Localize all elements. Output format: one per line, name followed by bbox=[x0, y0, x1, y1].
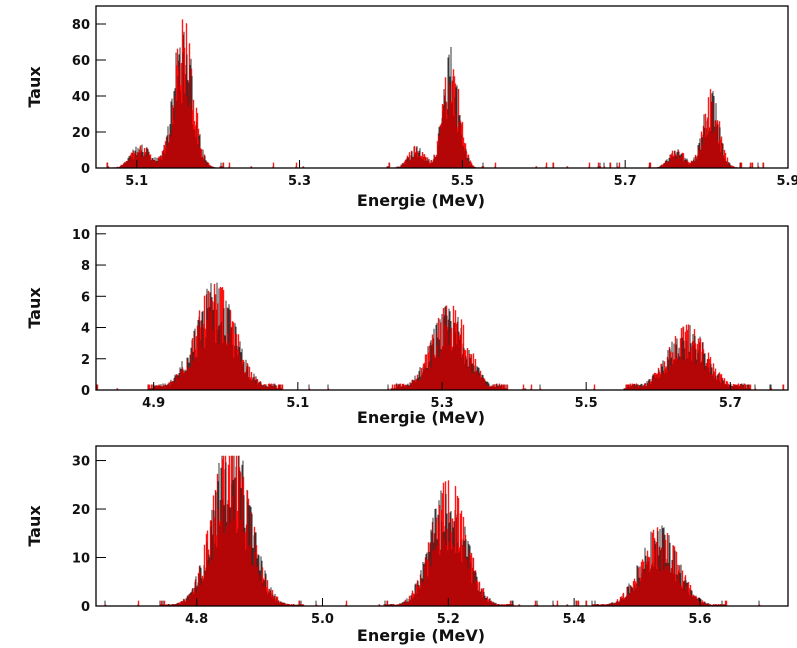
panel-3-y-ticks: 0 10 20 30 bbox=[72, 455, 106, 615]
x-tick-label: 5.3 bbox=[288, 174, 311, 189]
panel-1-y-axis-title: Taux bbox=[25, 66, 44, 108]
panel-2-histogram bbox=[96, 282, 785, 390]
x-tick-label: 5.1 bbox=[125, 174, 148, 189]
y-tick-label: 30 bbox=[72, 455, 90, 470]
x-tick-label: 5.4 bbox=[563, 612, 586, 627]
x-tick-label: 5.2 bbox=[437, 612, 460, 627]
y-tick-label: 6 bbox=[81, 290, 90, 305]
y-tick-label: 2 bbox=[81, 353, 90, 368]
panel-1-histogram bbox=[106, 19, 765, 168]
x-tick-label: 4.8 bbox=[185, 612, 208, 627]
x-tick-label: 5.9 bbox=[776, 174, 797, 189]
panel-1-x-ticks: 5.1 5.3 5.5 5.7 5.9 bbox=[125, 160, 797, 189]
y-tick-label: 4 bbox=[81, 322, 90, 337]
y-tick-label: 80 bbox=[72, 18, 90, 33]
panel-3-histogram bbox=[104, 455, 761, 606]
panel-2-y-ticks: 0 2 4 6 8 10 bbox=[72, 228, 106, 399]
panel-1-y-ticks: 0 20 40 60 80 bbox=[72, 18, 106, 177]
panel-2-x-ticks: 4.9 5.1 5.3 5.5 5.7 bbox=[142, 382, 742, 411]
y-tick-label: 0 bbox=[81, 162, 90, 177]
y-tick-label: 0 bbox=[81, 384, 90, 399]
y-tick-label: 60 bbox=[72, 54, 90, 69]
x-tick-label: 5.6 bbox=[688, 612, 711, 627]
y-tick-label: 8 bbox=[81, 259, 90, 274]
x-tick-label: 5.0 bbox=[311, 612, 334, 627]
panel-3-x-axis-title: Energie (MeV) bbox=[357, 626, 485, 645]
panel-1-x-axis-title: Energie (MeV) bbox=[357, 191, 485, 210]
panel-3-x-ticks: 4.8 5.0 5.2 5.4 5.6 bbox=[185, 598, 711, 627]
y-tick-label: 20 bbox=[72, 126, 90, 141]
x-tick-label: 5.3 bbox=[430, 396, 453, 411]
x-tick-label: 4.9 bbox=[142, 396, 165, 411]
y-tick-label: 20 bbox=[72, 503, 90, 518]
panel-1-frame bbox=[95, 5, 789, 169]
y-tick-label: 10 bbox=[72, 552, 90, 567]
x-tick-label: 5.7 bbox=[614, 174, 637, 189]
panel-3-y-axis-title: Taux bbox=[25, 505, 44, 547]
panel-2: 4.9 5.1 5.3 5.5 5.7 0 2 4 6 8 10 Energie (MeV) Ta… bbox=[25, 225, 789, 427]
panel-2-y-axis-title: Taux bbox=[25, 287, 44, 329]
panel-2-x-axis-title: Energie (MeV) bbox=[357, 408, 485, 427]
y-tick-label: 40 bbox=[72, 90, 90, 105]
y-tick-label: 0 bbox=[81, 600, 90, 615]
y-tick-label: 10 bbox=[72, 228, 90, 243]
x-tick-label: 5.7 bbox=[719, 396, 742, 411]
x-tick-label: 5.5 bbox=[575, 396, 598, 411]
panel-3-frame bbox=[95, 445, 789, 607]
x-tick-label: 5.1 bbox=[286, 396, 309, 411]
panel-3: 4.8 5.0 5.2 5.4 5.6 0 10 20 30 Energie (MeV) Ta… bbox=[25, 445, 789, 645]
x-tick-label: 5.5 bbox=[451, 174, 474, 189]
